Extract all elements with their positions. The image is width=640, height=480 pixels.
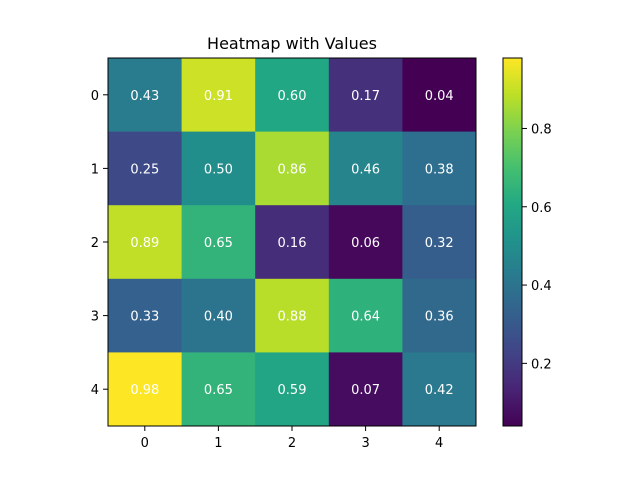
heatmap-cell: [181, 58, 256, 133]
heatmap-cell: [108, 58, 183, 133]
cell-value-label: 0.98: [130, 383, 159, 398]
cell-value-label: 0.04: [425, 89, 454, 104]
heatmap-cell: [402, 352, 477, 427]
heatmap-cell: [255, 58, 330, 133]
cell-value-label: 0.07: [351, 383, 380, 398]
y-tick-label: 3: [91, 310, 99, 325]
y-tick-label: 1: [91, 162, 99, 177]
cell-value-label: 0.65: [204, 236, 233, 251]
cell-value-label: 0.32: [425, 236, 454, 251]
heatmap-cell: [181, 278, 256, 353]
cell-value-label: 0.38: [425, 162, 454, 177]
heatmap-cells: 0.43 0.91 0.60 0.17 0.04 0.25 0.50 0.86 0.46 0.38…: [108, 58, 477, 427]
cell-value-label: 0.86: [278, 162, 307, 177]
heatmap-cell: [328, 278, 403, 353]
cell-value-label: 0.43: [130, 89, 159, 104]
heatmap-cell: [328, 205, 403, 280]
cell-value-label: 0.91: [204, 89, 233, 104]
heatmap-cell: [108, 278, 183, 353]
cell-value-label: 0.59: [278, 383, 307, 398]
colorbar: [502, 57, 523, 427]
cell-value-label: 0.36: [425, 310, 454, 325]
heatmap-cell: [255, 352, 330, 427]
cell-value-label: 0.89: [130, 236, 159, 251]
heatmap-cell: [108, 131, 183, 206]
cell-value-label: 0.25: [130, 162, 159, 177]
y-tick-label: 4: [91, 383, 99, 398]
x-tick-label: 1: [214, 436, 222, 451]
x-tick-label: 4: [435, 436, 443, 451]
colorbar-axis: 0.2 0.4 0.6 0.8: [522, 122, 552, 372]
cell-value-label: 0.64: [351, 310, 380, 325]
cell-value-label: 0.88: [278, 310, 307, 325]
heatmap-cell: [255, 131, 330, 206]
heatmap-cell: [402, 58, 477, 133]
heatmap-cell: [181, 352, 256, 427]
x-tick-label: 2: [288, 436, 296, 451]
x-axis: 0 1 2 3 4: [141, 426, 443, 451]
cell-value-label: 0.06: [351, 236, 380, 251]
heatmap-cell: [328, 58, 403, 133]
colorbar-tick-label: 0.4: [531, 279, 552, 294]
heatmap-cell: [328, 352, 403, 427]
heatmap-cell: [255, 205, 330, 280]
chart-title: Heatmap with Values: [207, 34, 377, 53]
heatmap-cell: [402, 205, 477, 280]
cell-value-label: 0.46: [351, 162, 380, 177]
cell-value-label: 0.50: [204, 162, 233, 177]
heatmap-cell: [108, 205, 183, 280]
y-tick-label: 2: [91, 236, 99, 251]
x-tick-label: 3: [361, 436, 369, 451]
colorbar-tick-label: 0.8: [531, 122, 552, 137]
heatmap-cell: [181, 131, 256, 206]
cell-value-label: 0.42: [425, 383, 454, 398]
x-tick-label: 0: [141, 436, 149, 451]
y-axis: 0 1 2 3 4: [91, 89, 108, 398]
cell-value-label: 0.65: [204, 383, 233, 398]
cell-value-label: 0.33: [130, 310, 159, 325]
colorbar-tick-label: 0.2: [531, 357, 552, 372]
cell-value-label: 0.17: [351, 89, 380, 104]
heatmap-cell: [255, 278, 330, 353]
heatmap-cell: [402, 131, 477, 206]
cell-value-label: 0.40: [204, 310, 233, 325]
heatmap-cell: [181, 205, 256, 280]
heatmap-cell: [402, 278, 477, 353]
cell-value-label: 0.16: [278, 236, 307, 251]
y-tick-label: 0: [91, 89, 99, 104]
heatmap-cell: [108, 352, 183, 427]
heatmap-cell: [328, 131, 403, 206]
cell-value-label: 0.60: [278, 89, 307, 104]
colorbar-tick-label: 0.6: [531, 201, 552, 216]
